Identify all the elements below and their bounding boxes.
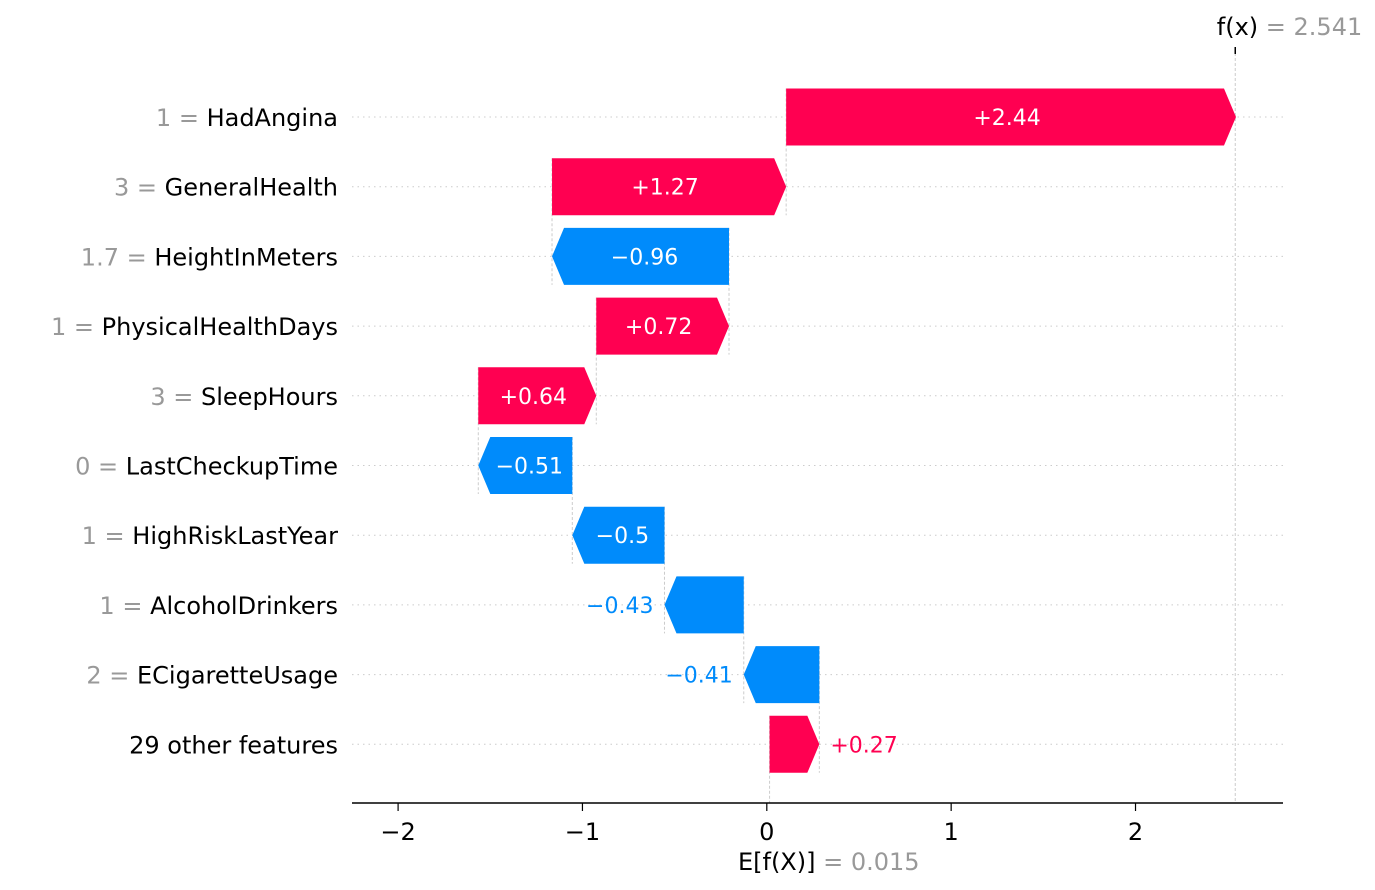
feature-value: 1 =: [156, 104, 207, 132]
feature-label: 3 = GeneralHealth: [114, 174, 338, 202]
bar-negative: [572, 506, 665, 564]
feature-label: 1 = HadAngina: [156, 104, 338, 132]
efx-annotation: E[f(X)] = 0.015: [738, 848, 920, 876]
feature-label: 1 = HighRiskLastYear: [82, 522, 338, 550]
bar-negative: [552, 227, 730, 285]
feature-name: ECigaretteUsage: [137, 662, 338, 690]
feature-value: 1 =: [82, 522, 133, 550]
x-tick-label: 1: [944, 818, 959, 846]
feature-name: HeightInMeters: [154, 243, 338, 271]
feature-value: 1.7 =: [81, 243, 155, 271]
x-axis: −2 −1 0 1 2: [352, 802, 1283, 846]
bar-layer: +2.44 +1.27 −0.96 +0.72 +0.64 −0.51 −0.5 −0.43 −…: [478, 88, 1236, 773]
feature-name: HadAngina: [207, 104, 338, 132]
x-tick-label: 0: [759, 818, 774, 846]
feature-name: LastCheckupTime: [126, 453, 338, 481]
feature-name: HighRiskLastYear: [132, 522, 338, 550]
feature-name: SleepHours: [201, 383, 338, 411]
efx-value: = 0.015: [823, 848, 919, 876]
x-tick-label: −2: [380, 818, 415, 846]
feature-label: 1 = AlcoholDrinkers: [99, 592, 338, 620]
fx-value: = 2.541: [1266, 13, 1362, 41]
bar-value-label: +0.27: [830, 733, 897, 758]
feature-name: PhysicalHealthDays: [102, 313, 338, 341]
feature-value: 3 =: [150, 383, 201, 411]
feature-name: AlcoholDrinkers: [150, 592, 338, 620]
bar-positive: [596, 297, 730, 355]
feature-label: 1.7 = HeightInMeters: [81, 243, 338, 271]
row-labels: 1 = HadAngina 3 = GeneralHealth 1.7 = Heig…: [51, 104, 338, 759]
feature-label: 29 other features: [129, 731, 338, 759]
fx-symbol: f(x): [1217, 13, 1266, 41]
feature-value: 0 =: [75, 453, 126, 481]
x-tick-label: 2: [1128, 818, 1143, 846]
bar-positive: [552, 158, 787, 216]
bar-value-label: −0.96: [611, 245, 678, 270]
bar-positive: [769, 715, 820, 773]
feature-label: 2 = ECigaretteUsage: [86, 662, 338, 690]
bar-positive: [478, 367, 597, 425]
bar-value-label: +0.72: [625, 315, 692, 340]
bar-negative: [743, 646, 820, 704]
bar-value-label: +1.27: [631, 176, 698, 201]
feature-label: 1 = PhysicalHealthDays: [51, 313, 338, 341]
fx-annotation: f(x) = 2.541: [1217, 13, 1362, 54]
feature-value: 1 =: [51, 313, 102, 341]
feature-value: 1 =: [99, 592, 150, 620]
bar-value-label: −0.5: [596, 524, 649, 549]
grid-layer: [352, 116, 1283, 745]
x-tick-label: −1: [565, 818, 600, 846]
efx-symbol: E[f(X)]: [738, 848, 823, 876]
bar-value-label: +2.44: [973, 106, 1040, 131]
bar-negative: [664, 576, 744, 634]
bar-value-label: −0.41: [665, 664, 732, 689]
bar-value-label: −0.43: [586, 594, 653, 619]
bar-positive: [786, 88, 1236, 146]
efx-label: E[f(X)] = 0.015: [738, 848, 920, 876]
fx-label: f(x) = 2.541: [1217, 13, 1362, 41]
feature-value: 2 =: [86, 662, 137, 690]
feature-label: 3 = SleepHours: [150, 383, 338, 411]
feature-label: 0 = LastCheckupTime: [75, 453, 338, 481]
feature-name: GeneralHealth: [165, 174, 338, 202]
bar-value-label: +0.64: [500, 385, 567, 410]
feature-name: 29 other features: [129, 731, 338, 759]
bar-value-label: −0.51: [496, 455, 563, 480]
bar-negative: [478, 437, 573, 494]
feature-value: 3 =: [114, 174, 165, 202]
